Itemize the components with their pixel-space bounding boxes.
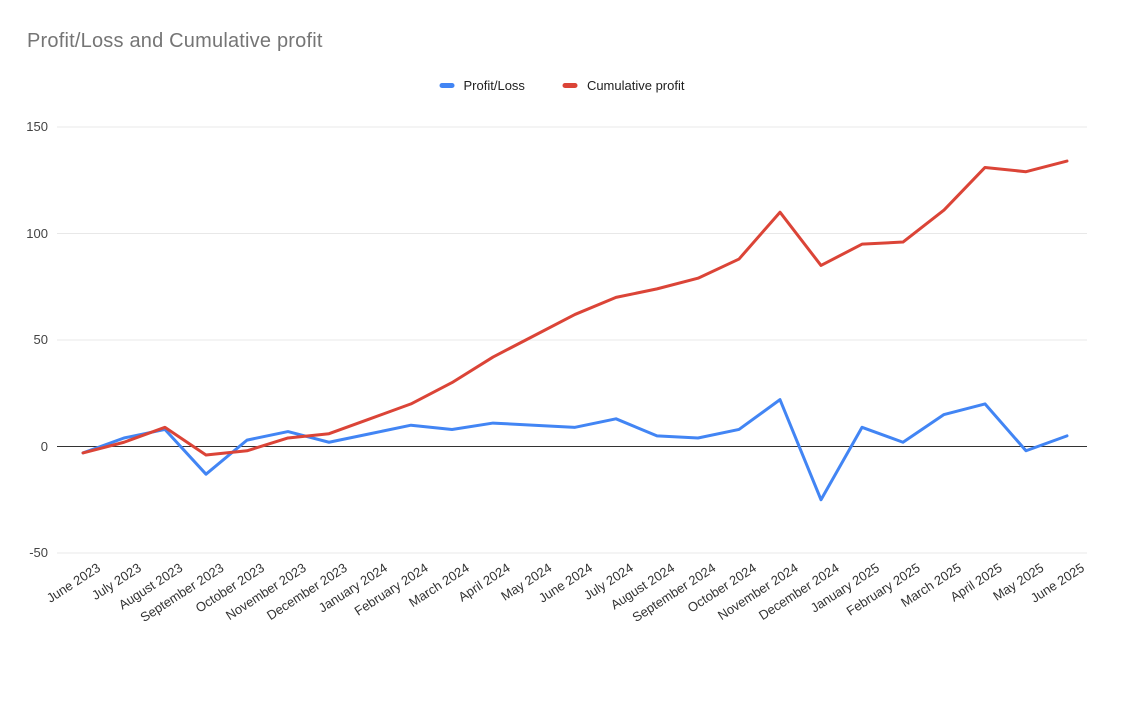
legend-item-profit-loss: Profit/Loss bbox=[439, 78, 525, 93]
legend: Profit/Loss Cumulative profit bbox=[439, 78, 685, 93]
y-axis-tick-label: 0 bbox=[40, 438, 48, 454]
legend-label-profit-loss: Profit/Loss bbox=[463, 78, 525, 93]
y-axis-tick-label: -50 bbox=[29, 545, 48, 560]
profit-loss-line bbox=[81, 398, 1069, 502]
y-axis-tick-label: 150 bbox=[26, 119, 48, 134]
legend-item-cumulative-profit: Cumulative profit bbox=[562, 78, 685, 93]
cumulative-profit-line bbox=[81, 159, 1069, 457]
legend-swatch-profit-loss-icon bbox=[439, 83, 455, 88]
legend-swatch-cumulative-profit-icon bbox=[562, 83, 578, 88]
y-axis-tick-label: 100 bbox=[26, 225, 48, 241]
chart-title: Profit/Loss and Cumulative profit bbox=[27, 30, 323, 52]
y-axis-tick-label: 50 bbox=[33, 332, 48, 347]
legend-label-cumulative-profit: Cumulative profit bbox=[586, 78, 685, 93]
